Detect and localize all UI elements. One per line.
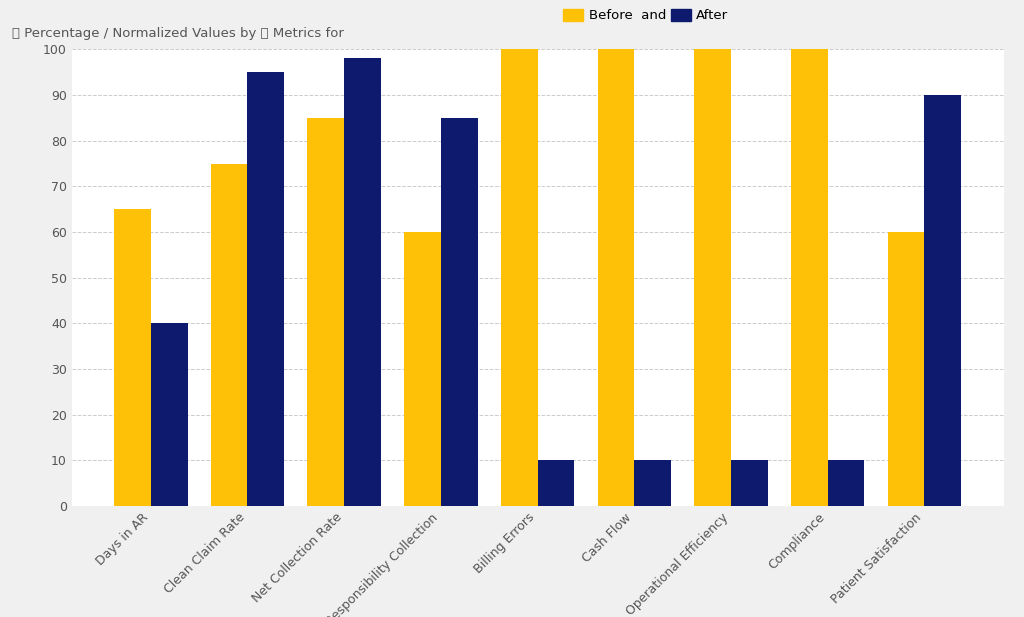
Bar [731,460,768,506]
Bar [827,460,864,506]
Bar [151,323,187,506]
Bar [114,209,151,506]
Bar [925,95,962,506]
Bar [598,49,634,506]
Bar [248,72,285,506]
Bar [404,232,441,506]
Bar [344,59,381,506]
Bar [694,49,731,506]
Bar [538,460,574,506]
Text: ⬛ Percentage / Normalized Values by ⬛ Metrics for: ⬛ Percentage / Normalized Values by ⬛ Me… [12,27,344,41]
Bar [888,232,925,506]
Bar [441,118,477,506]
Bar [634,460,671,506]
Bar [791,49,827,506]
Bar [211,164,248,506]
Bar [307,118,344,506]
Bar [501,49,538,506]
Legend: Before  and, After: Before and, After [558,4,733,27]
